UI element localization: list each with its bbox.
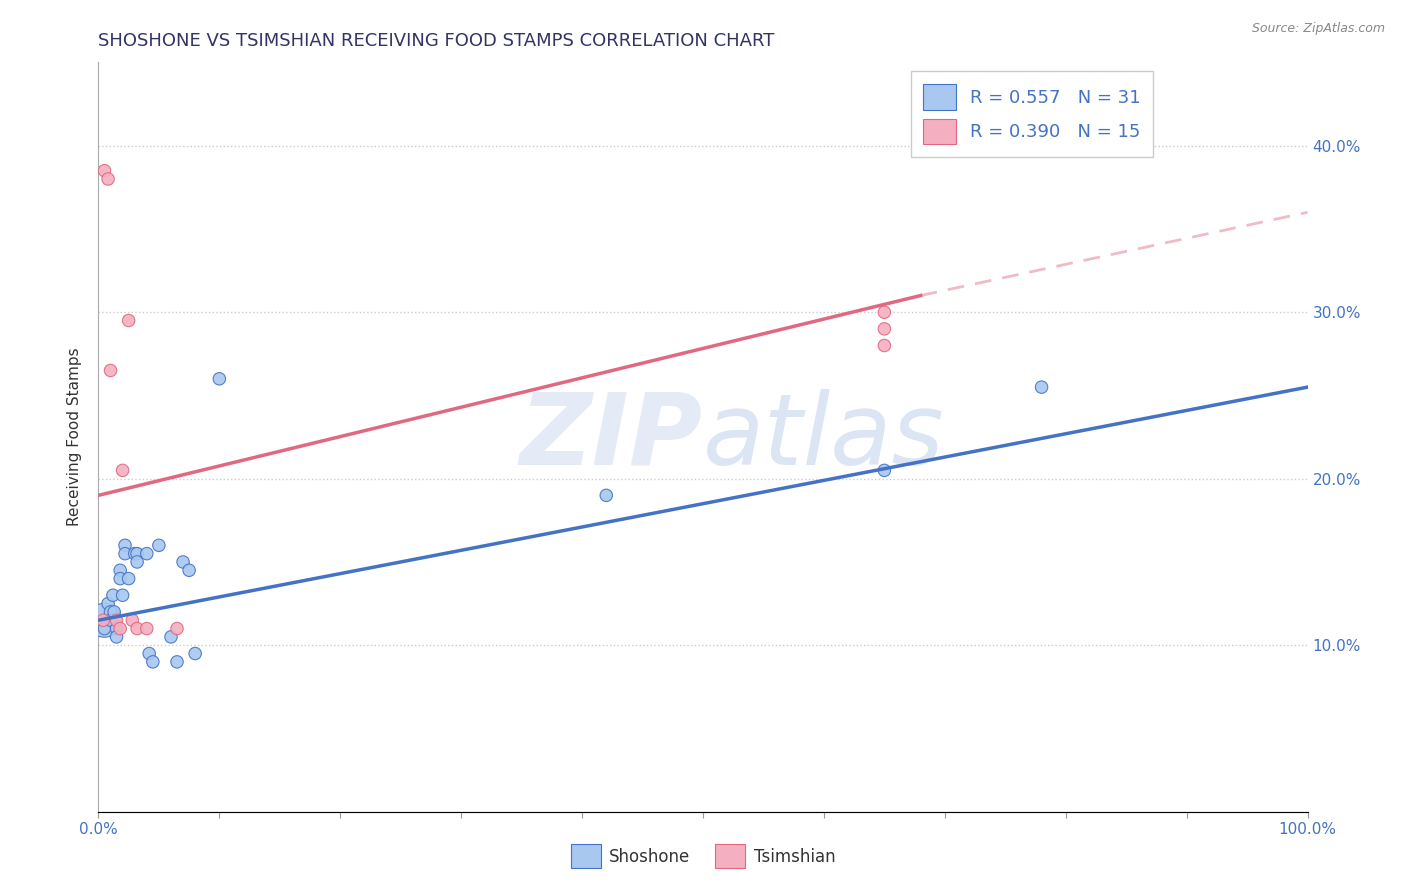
Point — [873, 463, 896, 477]
Point — [595, 488, 617, 502]
Point — [208, 372, 231, 386]
Point — [127, 622, 149, 636]
Point — [93, 163, 115, 178]
Point — [138, 647, 160, 661]
Point — [160, 630, 183, 644]
Point — [105, 630, 128, 644]
Point — [111, 588, 134, 602]
Point — [127, 555, 149, 569]
Point — [93, 613, 115, 627]
Point — [166, 622, 188, 636]
Point — [142, 655, 165, 669]
Point — [1031, 380, 1053, 394]
Point — [93, 622, 115, 636]
Point — [103, 605, 125, 619]
Point — [114, 538, 136, 552]
Point — [118, 572, 141, 586]
Text: ZIP: ZIP — [520, 389, 703, 485]
Legend: R = 0.557   N = 31, R = 0.390   N = 15: R = 0.557 N = 31, R = 0.390 N = 15 — [911, 71, 1153, 157]
Point — [135, 547, 157, 561]
Point — [873, 338, 896, 352]
Point — [118, 313, 141, 327]
Y-axis label: Receiving Food Stamps: Receiving Food Stamps — [67, 348, 83, 526]
Text: atlas: atlas — [703, 389, 945, 485]
Point — [172, 555, 194, 569]
Point — [100, 613, 122, 627]
Point — [108, 563, 131, 577]
Point — [184, 647, 207, 661]
Text: Source: ZipAtlas.com: Source: ZipAtlas.com — [1251, 22, 1385, 36]
Point — [127, 547, 149, 561]
Point — [135, 622, 157, 636]
Point — [148, 538, 170, 552]
Point — [105, 622, 128, 636]
Point — [105, 613, 128, 627]
Point — [124, 547, 146, 561]
Point — [91, 613, 114, 627]
Point — [108, 572, 131, 586]
Legend: Shoshone, Tsimshian: Shoshone, Tsimshian — [564, 838, 842, 875]
Point — [100, 363, 122, 377]
Point — [873, 322, 896, 336]
Point — [108, 622, 131, 636]
Point — [179, 563, 201, 577]
Text: SHOSHONE VS TSIMSHIAN RECEIVING FOOD STAMPS CORRELATION CHART: SHOSHONE VS TSIMSHIAN RECEIVING FOOD STA… — [98, 32, 775, 50]
Point — [111, 463, 134, 477]
Point — [101, 588, 124, 602]
Point — [166, 655, 188, 669]
Point — [97, 172, 120, 186]
Point — [121, 613, 143, 627]
Point — [114, 547, 136, 561]
Point — [97, 597, 120, 611]
Point — [873, 305, 896, 319]
Point — [100, 605, 122, 619]
